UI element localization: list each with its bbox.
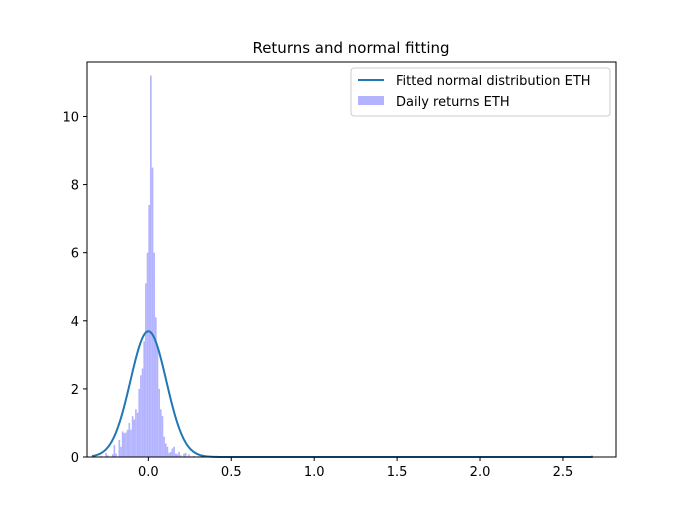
histogram-bar [123, 433, 126, 457]
histogram-bar [184, 452, 187, 457]
histogram-bar [168, 452, 170, 457]
y-axis-ticks: 0 2 4 6 8 10 [62, 110, 87, 466]
y-tick-label: 8 [71, 179, 79, 194]
histogram-bars [91, 75, 593, 458]
histogram-bar [115, 453, 117, 457]
legend: Fitted normal distribution ETH Daily ret… [350, 67, 611, 117]
legend-label-returns: Daily returns ETH [396, 95, 510, 110]
histogram-bar [140, 375, 142, 457]
histogram-bar [138, 388, 141, 457]
y-tick-label: 6 [71, 247, 79, 262]
x-tick-label: 0.5 [221, 465, 242, 480]
histogram-bar [136, 412, 139, 457]
x-tick-label: 1.0 [304, 465, 325, 480]
y-tick-label: 0 [71, 451, 79, 466]
histogram-bar [176, 454, 179, 457]
histogram-bar [100, 455, 102, 457]
histogram-bar [159, 409, 162, 457]
histogram-bar [121, 431, 124, 457]
histogram-bar [105, 452, 107, 457]
histogram-bar [120, 446, 122, 457]
x-tick-label: 0.0 [138, 465, 159, 480]
histogram-bar [179, 455, 182, 457]
histogram-bar [150, 75, 152, 458]
histogram-bar [151, 167, 154, 457]
legend-hist-swatch [358, 96, 384, 105]
histogram-bar [113, 445, 116, 457]
histogram-bar [156, 348, 159, 457]
histogram-bar [141, 368, 144, 457]
histogram-bar [163, 436, 165, 457]
histogram-bar [178, 451, 180, 457]
histogram-bar [135, 409, 137, 457]
histogram-bar [188, 454, 190, 457]
legend-box [350, 67, 611, 117]
legend-label-fitted: Fitted normal distribution ETH [396, 74, 591, 89]
histogram-bar [169, 451, 172, 457]
histogram-bar [153, 252, 155, 457]
histogram-bar [118, 439, 121, 457]
histogram-bar [158, 388, 160, 457]
histogram-bar [183, 453, 185, 457]
y-tick-label: 4 [71, 315, 79, 330]
histogram-bar [193, 455, 195, 457]
histogram-bar [166, 446, 169, 457]
x-tick-label: 2.0 [470, 465, 491, 480]
histogram-bar [128, 422, 131, 457]
histogram-bar [131, 416, 134, 457]
histogram-bar [173, 446, 175, 457]
histogram-bar [125, 432, 127, 457]
histogram-bar [126, 429, 129, 457]
y-tick-label: 2 [71, 383, 79, 398]
histogram-bar [154, 317, 157, 457]
histogram-bar [171, 448, 174, 457]
chart-title: Returns and normal fitting [252, 39, 449, 57]
y-tick-label: 10 [62, 110, 79, 125]
histogram-bar [130, 429, 132, 457]
x-tick-label: 1.5 [387, 465, 408, 480]
histogram-bar [143, 341, 146, 457]
histogram-bar [174, 453, 177, 457]
histogram-bar [133, 419, 136, 457]
plot-frame [86, 61, 617, 458]
histogram-bar [111, 454, 114, 457]
histogram-bar [145, 283, 147, 457]
histogram-bar [161, 416, 164, 457]
histogram-bar [164, 443, 167, 457]
histogram-bar [146, 252, 149, 457]
x-axis-ticks: 0.0 0.5 1.0 1.5 2.0 2.5 [138, 457, 573, 480]
x-tick-label: 2.5 [553, 465, 574, 480]
histogram-bar [106, 455, 109, 457]
